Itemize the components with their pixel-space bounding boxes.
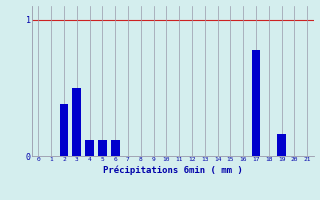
Bar bbox=[72, 88, 81, 156]
X-axis label: Précipitations 6min ( mm ): Précipitations 6min ( mm ) bbox=[103, 165, 243, 175]
Bar bbox=[111, 140, 120, 156]
Bar bbox=[60, 104, 68, 156]
Bar bbox=[85, 140, 94, 156]
Bar bbox=[277, 134, 286, 156]
Bar bbox=[252, 50, 260, 156]
Bar bbox=[98, 140, 107, 156]
